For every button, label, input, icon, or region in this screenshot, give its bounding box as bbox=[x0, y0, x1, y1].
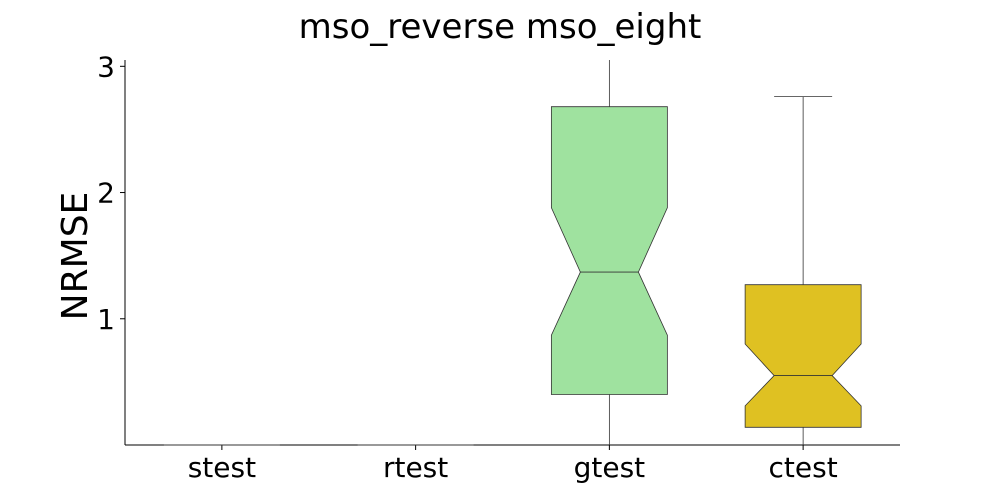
y-axis-label: NRMSE bbox=[55, 192, 96, 321]
box-body bbox=[550, 106, 668, 395]
x-tick-label: rtest bbox=[383, 451, 448, 484]
y-tick-label: 1 bbox=[97, 303, 115, 336]
y-tick-label: 2 bbox=[97, 177, 115, 210]
x-tick-label: stest bbox=[188, 451, 256, 484]
x-tick-label: ctest bbox=[769, 451, 838, 484]
x-tick-label: gtest bbox=[574, 451, 646, 484]
box-body bbox=[744, 284, 862, 428]
plot-area: 1 2 3 stest rtest gtest ctest bbox=[97, 50, 900, 484]
y-tick-label: 3 bbox=[97, 50, 115, 83]
chart-title: mso_reverse mso_eight bbox=[299, 7, 702, 47]
